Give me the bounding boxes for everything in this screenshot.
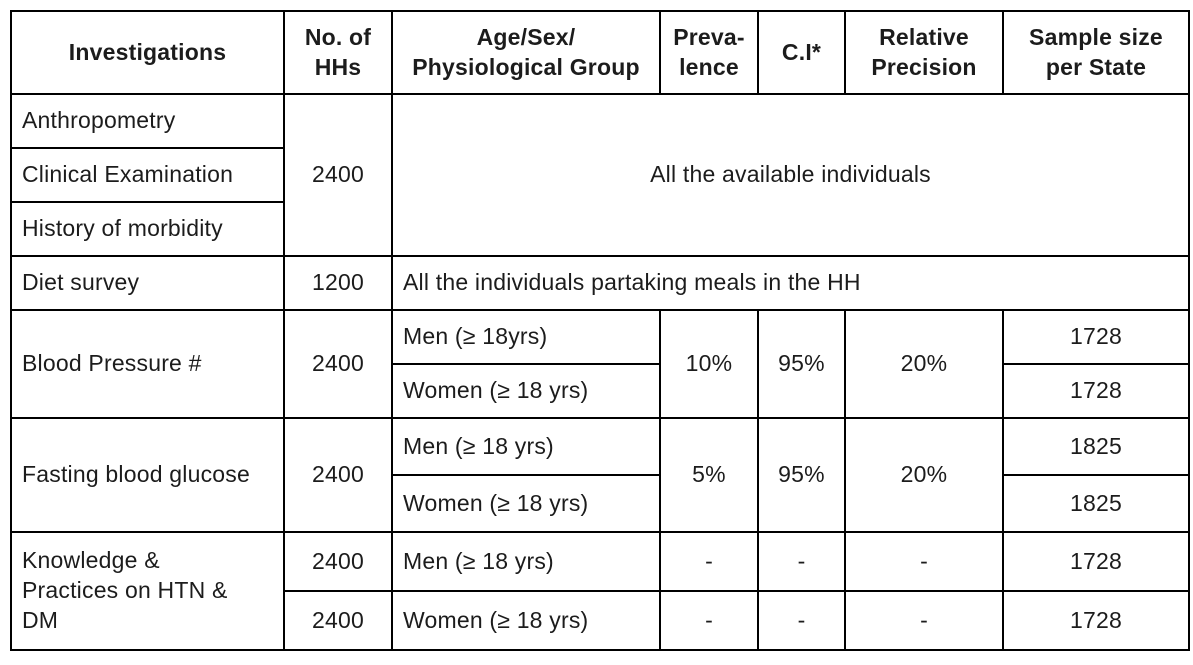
row-knowledge-practices-men: Knowledge & Practices on HTN & DM 2400 M… (10, 531, 1190, 651)
cell-hhs-blood-pressure: 2400 (283, 309, 393, 419)
cell-note-anthro-group: All the available individuals (391, 93, 1190, 257)
cell-relative-precision-knowledge-men: - (844, 531, 1004, 592)
cell-relative-precision-blood-pressure: 20% (844, 309, 1004, 419)
cell-prevalence-fasting-glucose: 5% (659, 417, 759, 533)
cell-investigation-fasting-glucose: Fasting blood glucose (10, 417, 285, 533)
row-fasting-glucose-men: Fasting blood glucose 2400 Men (≥ 18 yrs… (10, 417, 1190, 533)
col-header-ci: C.I* (757, 10, 846, 95)
cell-group-bp-women: Women (≥ 18 yrs) (391, 363, 661, 419)
cell-ci-blood-pressure: 95% (757, 309, 846, 419)
sample-size-table: Investigations No. of HHs Age/Sex/ Physi… (10, 10, 1190, 651)
cell-prevalence-blood-pressure: 10% (659, 309, 759, 419)
header-row: Investigations No. of HHs Age/Sex/ Physi… (10, 10, 1190, 95)
cell-sample-knowledge-men: 1728 (1002, 531, 1190, 592)
cell-group-knowledge-women: Women (≥ 18 yrs) (391, 590, 661, 651)
cell-sample-fasting-men: 1825 (1002, 417, 1190, 476)
cell-group-knowledge-men: Men (≥ 18 yrs) (391, 531, 661, 592)
row-diet-survey: Diet survey 1200 All the individuals par… (10, 255, 1190, 311)
row-clinical-examination: Clinical Examination (10, 147, 1189, 203)
row-history-of-morbidity: History of morbidity (10, 201, 1189, 257)
row-blood-pressure-men: Blood Pressure # 2400 Men (≥ 18yrs) 10% … (10, 309, 1190, 419)
row-knowledge-practices-women: 2400 Women (≥ 18 yrs) - - - 1728 (11, 590, 1190, 651)
cell-hhs-fasting-glucose: 2400 (283, 417, 393, 533)
cell-investigation-blood-pressure: Blood Pressure # (10, 309, 285, 419)
cell-note-diet: All the individuals partaking meals in t… (391, 255, 1190, 311)
cell-hhs-knowledge-men: 2400 (283, 531, 393, 592)
cell-investigation-knowledge-practices: Knowledge & Practices on HTN & DM (10, 531, 285, 651)
col-header-sample-size: Sample size per State (1002, 10, 1190, 95)
row-blood-pressure-women: Women (≥ 18 yrs) 1728 (11, 363, 1190, 419)
cell-investigation-diet: Diet survey (10, 255, 285, 311)
cell-group-fasting-men: Men (≥ 18 yrs) (391, 417, 661, 476)
cell-sample-bp-women: 1728 (1002, 363, 1190, 419)
cell-sample-bp-men: 1728 (1002, 309, 1190, 365)
cell-ci-knowledge-men: - (757, 531, 846, 592)
col-header-investigations: Investigations (10, 10, 285, 95)
cell-hhs-anthro-group: 2400 (283, 93, 393, 257)
cell-ci-fasting-glucose: 95% (757, 417, 846, 533)
cell-sample-knowledge-women: 1728 (1002, 590, 1190, 651)
col-header-relative-precision: Relative Precision (844, 10, 1004, 95)
cell-relative-precision-knowledge-women: - (844, 590, 1004, 651)
cell-ci-knowledge-women: - (757, 590, 846, 651)
cell-investigation-anthropometry: Anthropometry (10, 93, 285, 149)
cell-group-bp-men: Men (≥ 18yrs) (391, 309, 661, 365)
cell-prevalence-knowledge-men: - (659, 531, 759, 592)
cell-investigation-clinical: Clinical Examination (10, 147, 285, 203)
cell-prevalence-knowledge-women: - (659, 590, 759, 651)
cell-investigation-history: History of morbidity (10, 201, 285, 257)
row-fasting-glucose-women: Women (≥ 18 yrs) 1825 (11, 474, 1190, 533)
col-header-prevalence: Preva- lence (659, 10, 759, 95)
row-anthropometry: Anthropometry 2400 All the available ind… (10, 93, 1190, 257)
cell-group-fasting-women: Women (≥ 18 yrs) (391, 474, 661, 533)
cell-sample-fasting-women: 1825 (1002, 474, 1190, 533)
cell-hhs-diet: 1200 (283, 255, 393, 311)
col-header-age-sex-group: Age/Sex/ Physiological Group (391, 10, 661, 95)
col-header-no-of-hhs: No. of HHs (283, 10, 393, 95)
cell-relative-precision-fasting-glucose: 20% (844, 417, 1004, 533)
cell-hhs-knowledge-women: 2400 (283, 590, 393, 651)
